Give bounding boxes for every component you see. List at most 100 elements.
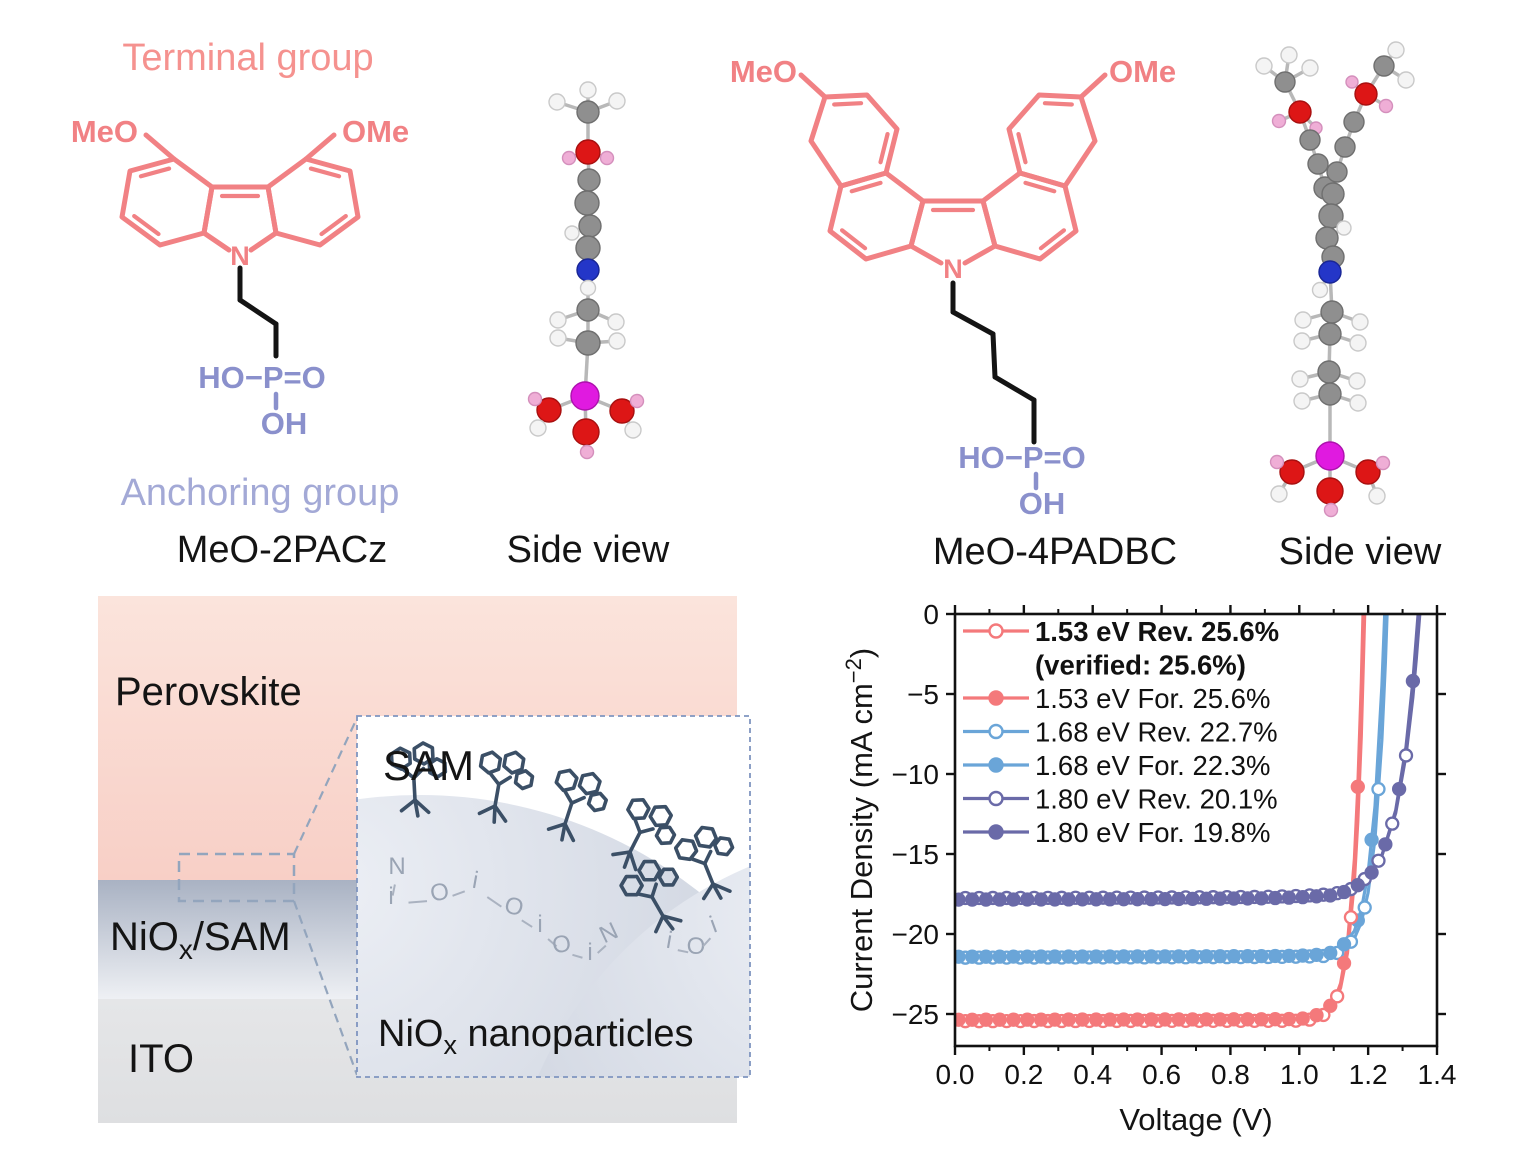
- sam-glyph-stroke: [413, 798, 420, 818]
- mol2-3d-atom-H: [1301, 59, 1319, 77]
- mol1-3d-atom-H: [579, 81, 597, 99]
- legend-label: 1.68 eV Rev. 22.7%: [1035, 717, 1278, 748]
- jv-curve-markers-1.68-eV-For.: [955, 832, 1379, 964]
- molecule1-oh-label: OH: [261, 406, 308, 441]
- mol2-3d-atom-H: [1280, 46, 1298, 64]
- mol2-3d-atom-C: [1274, 71, 1296, 93]
- legend-item: 1.80 eV Rev. 20.1%: [963, 784, 1278, 815]
- niox-nanoparticle-spheres: [357, 795, 750, 1077]
- ni-o-letter: i: [388, 883, 393, 910]
- ni-o-letter: O: [687, 933, 706, 960]
- mol2-3d-atom-C: [1321, 182, 1345, 206]
- legend-label: 1.53 eV For. 25.6%: [1035, 683, 1270, 714]
- legend-item: 1.80 eV For. 19.8%: [963, 817, 1270, 848]
- ni-o-bond-line: [597, 944, 607, 954]
- x-tick-label: 0.2: [1004, 1059, 1043, 1090]
- zoom-region-rectangle: [177, 852, 296, 903]
- mol1-3d-atom-O: [575, 139, 601, 165]
- mol2-3d-atom-C: [1320, 300, 1344, 324]
- ni-o-letter: i: [537, 911, 542, 938]
- meo-2pacz-side-view-model: [527, 81, 645, 460]
- molecule1-nitrogen-label: N: [230, 241, 250, 271]
- sam-glyph-stroke: [560, 822, 567, 842]
- sam-glyph-stroke: [493, 782, 501, 808]
- mol2-3d-atom-H: [1351, 313, 1369, 331]
- bond: [992, 374, 1037, 403]
- sam-molecule-glyph: [619, 859, 683, 934]
- y-tick-label: −20: [892, 919, 940, 950]
- sam-glyph-stroke: [563, 801, 574, 826]
- legend: 1.53 eV Rev. 25.6%(verified: 25.6%)1.53 …: [963, 616, 1279, 848]
- mol1-3d-atom-C: [576, 100, 600, 124]
- sam-glyph-stroke: [628, 850, 638, 872]
- niox-sam-label: NiOx/SAM: [110, 915, 291, 965]
- sam-molecule-glyph: [673, 825, 735, 901]
- zoom-connector-top: [293, 717, 358, 855]
- x-tick-label: 0.4: [1073, 1059, 1112, 1090]
- sam-glyph-stroke: [413, 798, 431, 815]
- y-tick-label: −5: [907, 679, 939, 710]
- legend-item: 1.68 eV For. 22.3%: [963, 750, 1270, 781]
- mol1-3d-atom-H: [624, 421, 642, 439]
- molecule2-phosphonic-label: HO−P=O: [958, 440, 1086, 475]
- molecule1-ome-label: OMe: [342, 114, 409, 149]
- mol2-3d-atom-p: [1345, 75, 1359, 89]
- mol2-3d-atom-N: [1318, 260, 1342, 284]
- mol2-3d-atom-H: [1255, 57, 1273, 75]
- legend-label: 1.80 eV Rev. 20.1%: [1035, 784, 1278, 815]
- mol1-3d-atom-O: [609, 398, 635, 424]
- mol1-3d-atom-H: [579, 279, 597, 297]
- legend-label: 1.68 eV For. 22.3%: [1035, 750, 1270, 781]
- mol2-3d-atom-C: [1318, 382, 1342, 406]
- mol2-3d-atom-H: [1349, 334, 1367, 352]
- sam-glyph-stroke: [488, 771, 501, 787]
- mol1-3d-atom-C: [574, 190, 600, 216]
- y-tick-label: 0: [923, 599, 939, 630]
- ito-label: ITO: [128, 1037, 194, 1081]
- sam-glyph-stroke: [513, 768, 535, 791]
- sam-glyph-stroke: [702, 861, 715, 886]
- mol1-3d-atom-P: [570, 381, 600, 411]
- niox-nanoparticles-label: NiOx nanoparticles: [378, 1013, 694, 1060]
- double-bond-inner-line: [839, 228, 868, 251]
- jv-curve-markers-1.53-eV-Rev.: [958, 910, 1359, 1029]
- sam-glyph-stroke: [502, 750, 526, 775]
- sam-glyph-stroke: [657, 867, 680, 887]
- mol2-3d-atom-C: [1326, 161, 1348, 183]
- sam-glyph-stroke: [711, 882, 732, 893]
- molecule2-ome-label: OMe: [1109, 54, 1176, 89]
- legend-item: 1.53 eV For. 25.6%: [963, 683, 1270, 714]
- legend-item: 1.53 eV Rev. 25.6%: [963, 616, 1279, 647]
- double-bond-inner-line: [849, 180, 883, 194]
- sam-glyph-stroke: [638, 827, 655, 835]
- x-tick-label: 1.2: [1349, 1059, 1388, 1090]
- sam-glyph-stroke: [412, 766, 426, 780]
- legend-label: 1.80 eV For. 19.8%: [1035, 817, 1270, 848]
- terminal-group-label: Terminal group: [122, 37, 373, 79]
- sam-glyph-stroke: [690, 857, 707, 866]
- sam-glyph-stroke: [650, 895, 665, 918]
- sam-glyph-stroke: [586, 791, 609, 813]
- legend-label: 1.53 eV Rev. 25.6%: [1035, 616, 1279, 647]
- sam-glyph-stroke: [399, 798, 417, 813]
- sam-glyph-stroke: [493, 804, 508, 823]
- molecule1-side-view-label: Side view: [507, 529, 670, 571]
- ni-o-letter: O: [550, 930, 573, 960]
- double-bond-inner-line: [1023, 180, 1057, 194]
- bond: [143, 132, 177, 162]
- sam-glyph-stroke: [693, 825, 719, 849]
- molecule2-nitrogen-label: N: [943, 254, 963, 284]
- molecule1-phosphonic-label: HO−P=O: [198, 360, 326, 395]
- mol1-3d-atom-H: [548, 93, 566, 111]
- molecule1-name: MeO-2PACz: [177, 529, 387, 571]
- double-bond-inner-line: [132, 213, 161, 237]
- sam-molecule-glyph: [546, 768, 609, 843]
- legend-marker-filled: [988, 757, 1004, 773]
- mol2-3d-atom-H: [1368, 487, 1386, 505]
- x-tick-label: 0.6: [1142, 1059, 1181, 1090]
- mol1-3d-atom-O: [572, 418, 600, 446]
- sam-glyph-stroke: [701, 882, 715, 901]
- bond: [303, 132, 337, 162]
- ni-o-letter: i: [587, 939, 592, 966]
